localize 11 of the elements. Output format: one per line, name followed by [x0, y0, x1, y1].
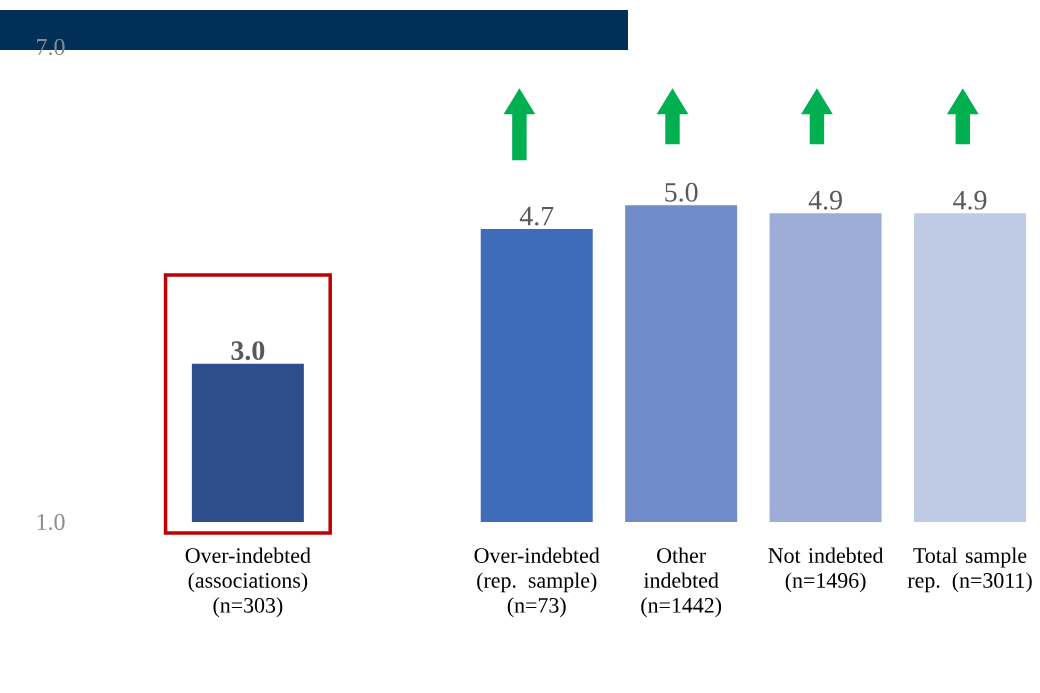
x-tick-label: Total sample rep. (n=3011)	[907, 547, 1032, 593]
data-label: 3.0	[231, 341, 265, 361]
x-tick-label: Other indebted (n=1442)	[641, 547, 722, 618]
data-label: 4.7	[519, 206, 554, 226]
data-label: 5.0	[665, 182, 698, 202]
data-label: 4.9	[808, 190, 842, 210]
data-label: 4.9	[953, 190, 987, 210]
y-tick-label: 1.0	[37, 513, 65, 531]
x-tick-label: Not indebted (n=1496)	[768, 547, 884, 593]
x-tick-label: Over-indebted (associations) (n=303)	[185, 547, 311, 618]
x-tick-label: Over-indebted (rep. sample) (n=73)	[474, 547, 600, 618]
